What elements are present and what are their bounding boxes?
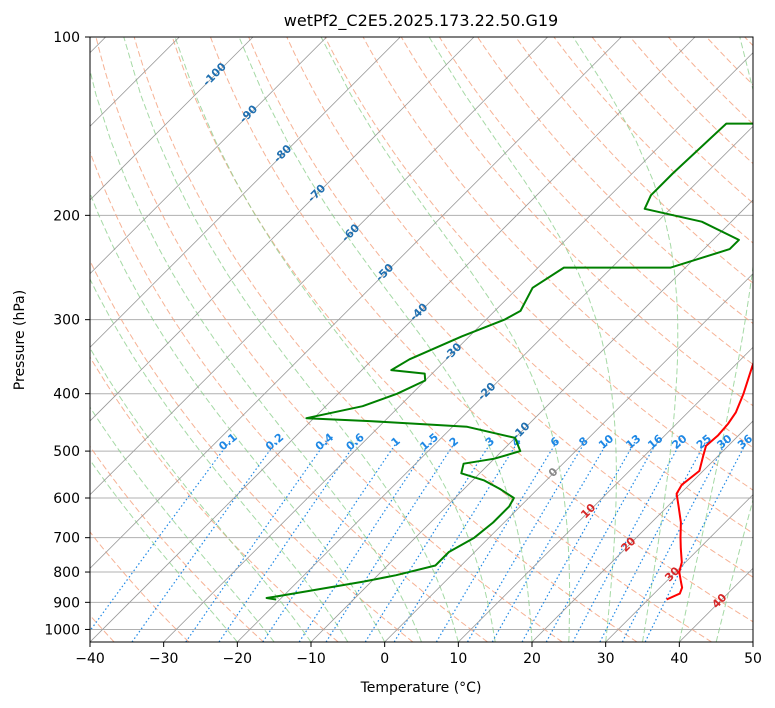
isotherms xyxy=(90,37,753,642)
dry-adiabat-line xyxy=(90,259,414,642)
x-tick-label: −20 xyxy=(223,651,253,667)
x-tick-label: 0 xyxy=(380,651,389,667)
x-tick-label: 30 xyxy=(597,651,615,667)
y-tick-label: 200 xyxy=(53,208,80,224)
x-tick-label: 50 xyxy=(744,651,762,667)
moist-adiabat-line xyxy=(90,192,386,642)
y-axis-ticks: 100 200 300 400 500 600 700 800 900 1000 xyxy=(44,30,90,638)
y-tick-label: 700 xyxy=(53,531,80,547)
y-tick-label: 400 xyxy=(53,387,80,403)
dry-adiabat-line xyxy=(95,37,563,642)
y-tick-label: 100 xyxy=(53,30,80,46)
isotherm-line xyxy=(384,273,753,642)
moist-adiabat-line xyxy=(678,37,753,642)
y-tick-label: 800 xyxy=(53,565,80,581)
mixing-ratio-lines xyxy=(90,440,748,642)
y-axis-label: Pressure (hPa) xyxy=(12,290,28,390)
temperature-profile-line xyxy=(666,361,753,601)
dry-adiabat-line xyxy=(438,37,753,365)
sounding-profiles xyxy=(265,122,753,601)
dry-adiabat-line xyxy=(133,37,638,642)
isotherm-line xyxy=(90,37,254,201)
isotherm-line xyxy=(310,199,753,642)
isotherm-line xyxy=(163,52,753,642)
pressure-gridlines xyxy=(90,37,753,630)
moist-adiabat-line xyxy=(238,37,533,642)
mixing-ratio-line xyxy=(466,440,587,642)
dry-adiabat-line xyxy=(591,37,753,204)
moist-adiabats xyxy=(90,37,753,642)
isotherm-line xyxy=(90,37,548,496)
isotherm-line xyxy=(605,494,753,642)
isotherm-line xyxy=(237,125,753,642)
plot-frame xyxy=(89,36,754,643)
moist-adiabat-line xyxy=(90,347,312,642)
isotherm-line xyxy=(531,420,753,642)
mixing-ratio-line xyxy=(599,440,707,642)
dry-adiabat-line xyxy=(515,37,753,284)
mixing-ratio-line xyxy=(491,440,609,642)
dry-adiabat-line xyxy=(90,531,190,642)
isotherm-line xyxy=(90,37,475,422)
isotherm-line xyxy=(90,37,327,275)
moist-adiabat-line xyxy=(572,37,679,642)
dry-adiabat-line xyxy=(286,37,753,534)
x-tick-label: −10 xyxy=(296,651,326,667)
x-tick-label: −40 xyxy=(75,651,105,667)
moist-adiabat-line xyxy=(123,37,459,642)
mixing-ratio-line xyxy=(644,440,748,642)
mixing-ratio-line xyxy=(218,440,358,642)
moist-adiabat-line xyxy=(90,68,422,642)
mixing-ratio-line xyxy=(435,440,558,642)
dry-adiabat-line xyxy=(324,37,753,491)
mixing-ratio-line xyxy=(521,440,637,642)
y-tick-label: 600 xyxy=(53,491,80,507)
mixing-ratio-line xyxy=(185,440,328,642)
moist-adiabat-line xyxy=(174,37,496,642)
x-tick-label: −30 xyxy=(149,651,179,667)
dry-adiabat-line xyxy=(553,37,753,244)
moist-adiabat-line xyxy=(90,459,238,642)
y-tick-label: 1000 xyxy=(44,622,80,638)
x-axis-ticks: −40 −30 −20 −10 0 10 20 30 40 50 xyxy=(75,642,762,667)
dewpoint-profile-line xyxy=(265,122,753,601)
dry-adiabat-line xyxy=(90,150,488,642)
mixing-ratio-line xyxy=(393,440,520,642)
y-tick-label: 900 xyxy=(53,595,80,611)
mixing-ratio-line xyxy=(262,440,399,642)
moist-adiabat-line xyxy=(320,37,571,642)
moist-adiabat-line xyxy=(90,278,349,642)
x-tick-label: 20 xyxy=(523,651,541,667)
chart-title: wetPf2_C2E5.2025.173.22.50.G19 xyxy=(284,11,558,31)
moist-adiabat-line xyxy=(90,406,275,642)
isotherm-line xyxy=(90,37,696,642)
y-tick-label: 300 xyxy=(53,313,80,329)
x-tick-label: 40 xyxy=(670,651,688,667)
dry-adiabat-line xyxy=(477,37,753,325)
moist-adiabat-line xyxy=(428,37,617,642)
isotherm-line xyxy=(458,346,753,642)
x-axis-label: Temperature (°C) xyxy=(360,680,482,696)
dry-adiabat-line xyxy=(210,37,753,623)
dry-adiabat-line xyxy=(629,37,753,165)
dry-adiabat-line xyxy=(400,37,753,407)
y-tick-label: 500 xyxy=(53,444,80,460)
x-tick-label: 10 xyxy=(449,651,467,667)
mixing-ratio-line xyxy=(298,440,432,642)
isotherm-line xyxy=(90,37,401,348)
mixing-ratio-line xyxy=(90,440,231,632)
mixing-ratio-line xyxy=(131,440,278,642)
isotherm-line xyxy=(90,37,622,569)
